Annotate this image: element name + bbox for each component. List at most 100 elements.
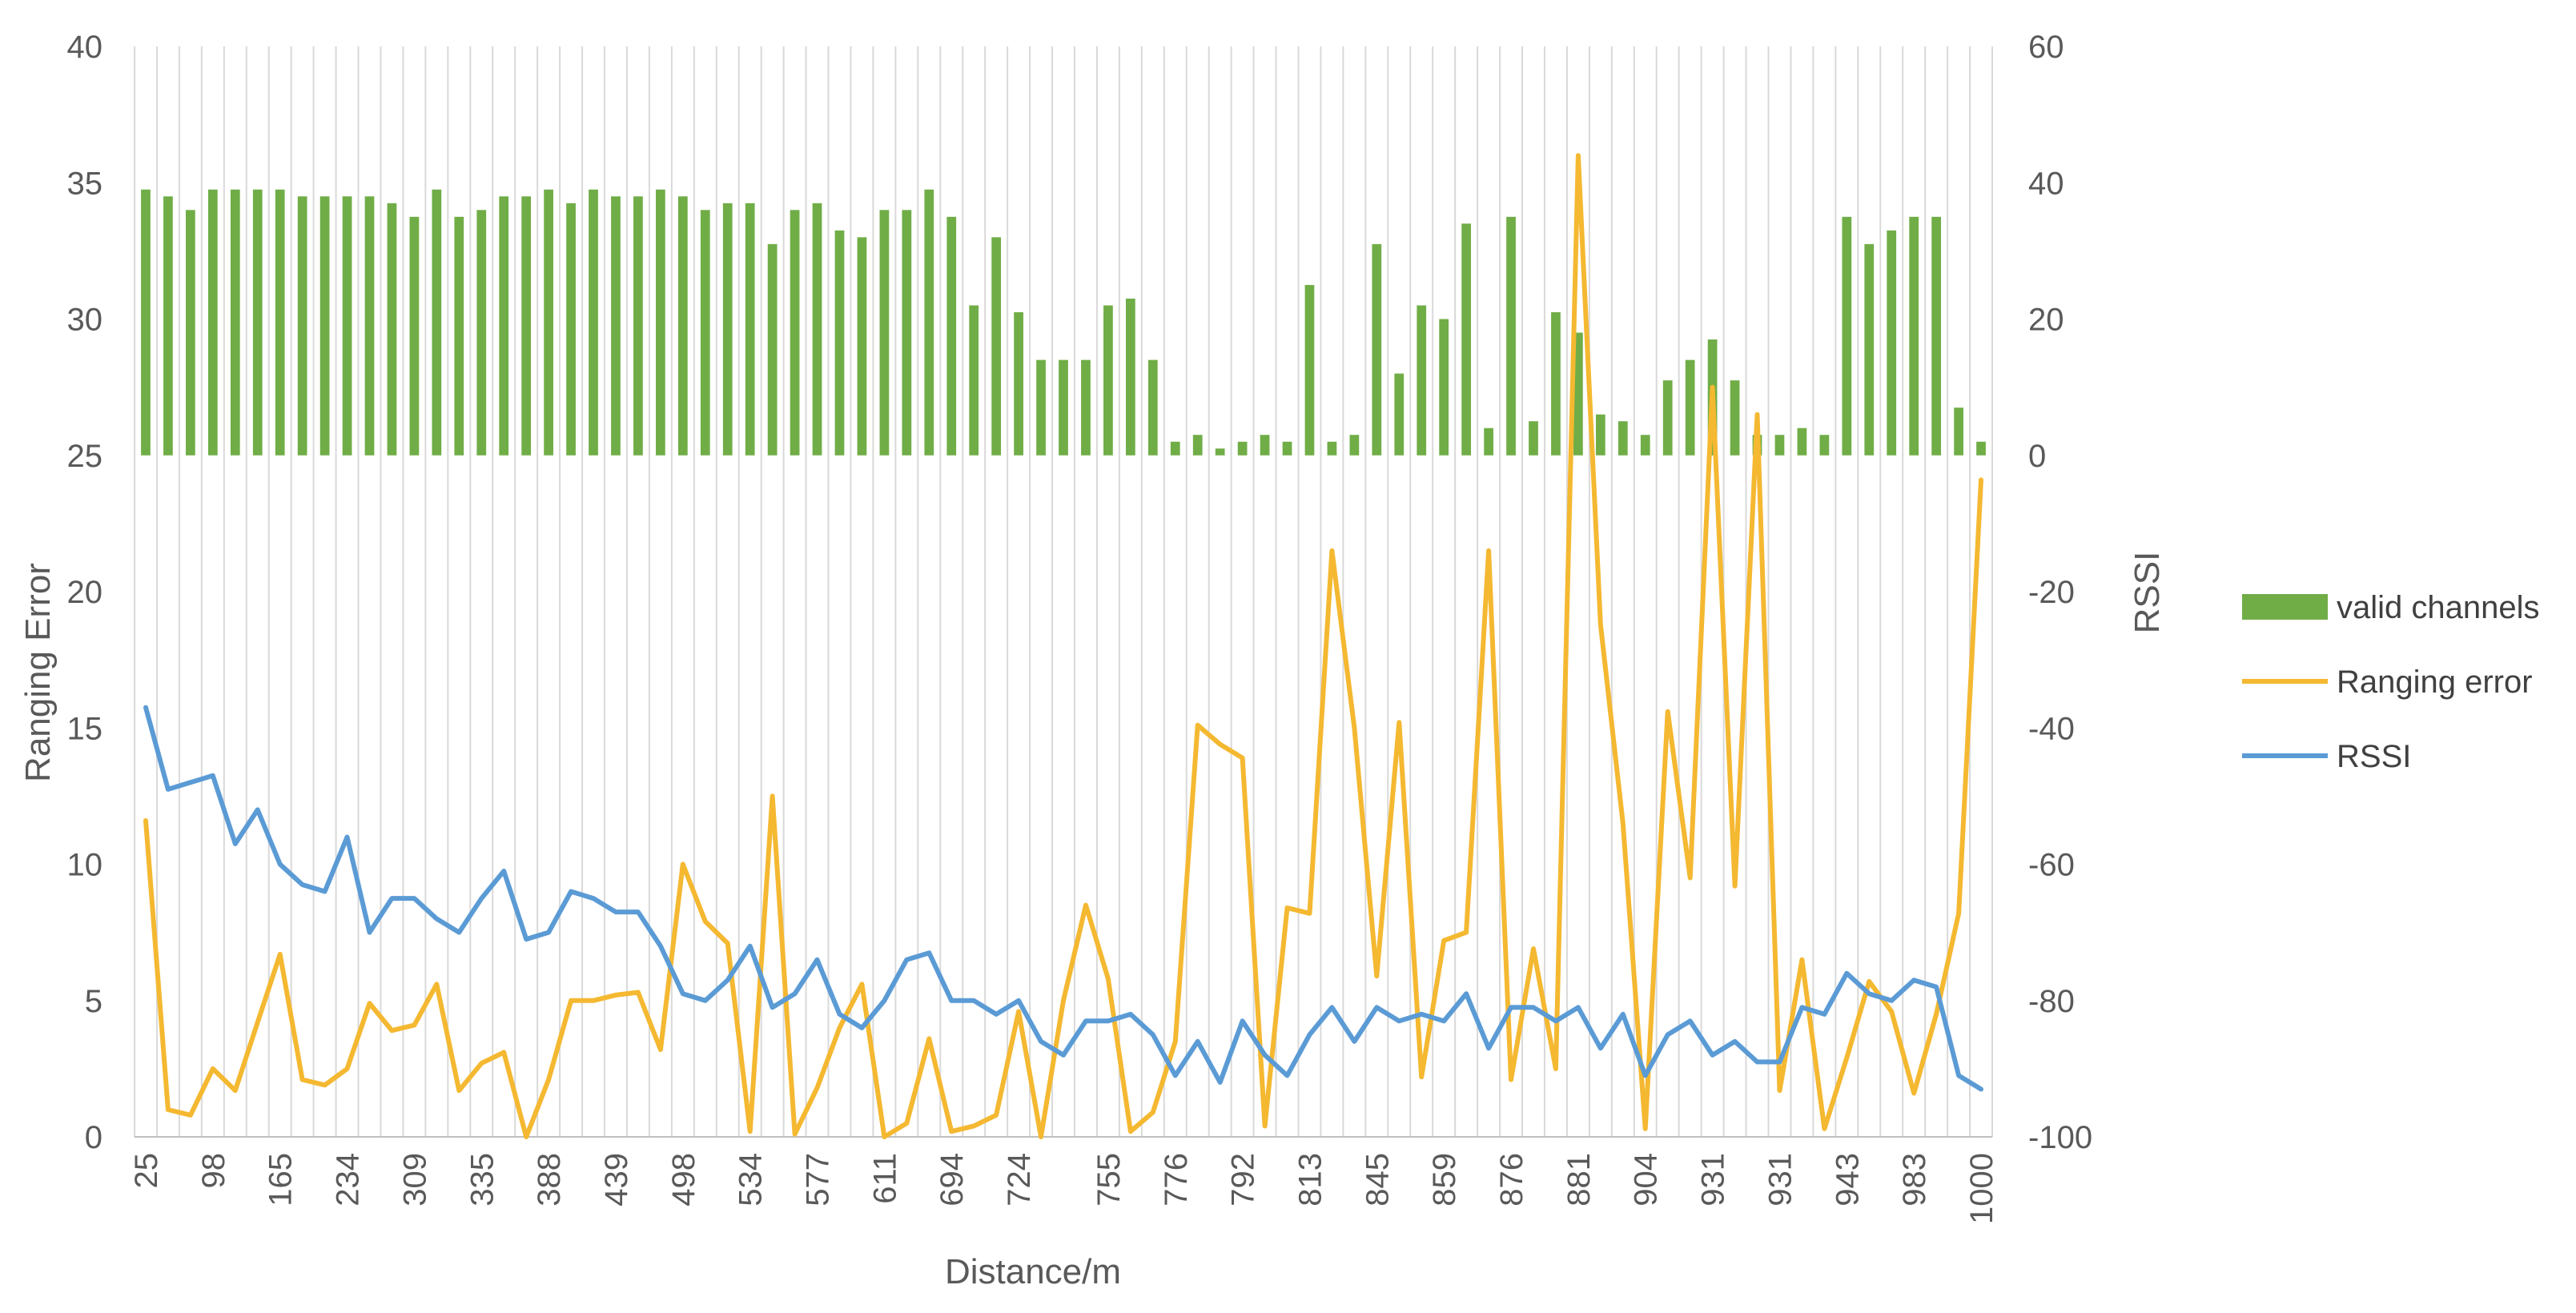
y-tick-left: 40	[67, 30, 103, 65]
bar-valid-channels	[163, 196, 173, 456]
x-axis-title: Distance/m	[945, 1252, 1121, 1291]
line-rssi	[143, 705, 1983, 1092]
x-tick-label: 931	[1762, 1153, 1798, 1207]
x-tick-label: 439	[599, 1153, 634, 1207]
bar-valid-channels	[1014, 311, 1023, 456]
bar-valid-channels	[589, 189, 598, 456]
y-tick-left: 15	[67, 711, 103, 746]
bar-valid-channels	[1125, 298, 1135, 456]
bar-valid-channels	[902, 210, 912, 456]
bar-valid-channels	[1730, 380, 1740, 456]
x-tick-label: 234	[331, 1153, 366, 1207]
bar-valid-channels	[1931, 216, 1941, 456]
bar-valid-channels	[1954, 408, 1963, 456]
x-tick-label: 983	[1897, 1153, 1932, 1207]
bar-valid-channels	[812, 203, 822, 456]
x-tick-label: 931	[1696, 1153, 1731, 1207]
x-tick-label: 859	[1427, 1153, 1462, 1207]
bar-valid-channels	[1103, 305, 1113, 456]
bar-valid-channels	[924, 189, 934, 456]
x-tick-label: 534	[733, 1153, 769, 1207]
x-tick-label: 755	[1091, 1153, 1127, 1207]
bar-valid-channels	[1618, 421, 1628, 456]
x-tick-label: 388	[532, 1153, 567, 1207]
bar-valid-channels	[1551, 311, 1561, 456]
bar-valid-channels	[767, 243, 778, 456]
bar-valid-channels	[745, 203, 755, 456]
x-tick-label: 165	[263, 1153, 299, 1207]
y-tick-right: 40	[2028, 166, 2064, 201]
bar-valid-channels	[230, 189, 240, 456]
x-tick-label: 98	[196, 1153, 231, 1189]
bar-valid-channels	[611, 196, 621, 456]
bar-valid-channels	[141, 189, 151, 456]
bar-valid-channels	[387, 203, 397, 456]
bar-valid-channels	[1685, 359, 1695, 456]
bar-valid-channels	[700, 210, 710, 456]
bar-valid-channels	[1439, 319, 1449, 456]
y-tick-right: -20	[2028, 575, 2075, 610]
y-tick-right: -100	[2028, 1120, 2092, 1155]
x-tick-label: 904	[1629, 1153, 1664, 1207]
x-axis-ticks: 25 98 165 234 309 335 388 439 498 534 577 611 694 724…	[129, 1153, 1999, 1224]
x-tick-label: 876	[1494, 1153, 1529, 1207]
x-tick-label: 694	[934, 1153, 970, 1207]
bar-valid-channels	[633, 196, 643, 456]
bar-valid-channels	[252, 189, 263, 456]
y-tick-left: 35	[67, 166, 103, 201]
y-tick-left: 10	[67, 848, 103, 883]
bar-valid-channels	[1461, 223, 1472, 456]
x-tick-label: 845	[1360, 1153, 1395, 1207]
bar-valid-channels	[790, 210, 800, 456]
bar-valid-channels	[454, 216, 464, 456]
bar-valid-channels	[677, 196, 688, 456]
x-tick-label: 335	[464, 1153, 500, 1207]
bar-valid-channels	[1662, 380, 1673, 456]
y-tick-left: 20	[67, 575, 103, 610]
y-tick-left: 25	[67, 439, 103, 474]
bar-valid-channels	[1976, 441, 1986, 456]
bar-valid-channels	[834, 230, 845, 456]
y-tick-right: -40	[2028, 711, 2075, 746]
bar-valid-channels	[1170, 441, 1180, 456]
legend-label-valid-channels: valid channels	[2337, 590, 2540, 625]
bar-valid-channels	[319, 196, 330, 456]
bar-valid-channels	[1349, 435, 1360, 456]
x-tick-label: 943	[1830, 1153, 1865, 1207]
bar-valid-channels	[342, 196, 352, 456]
x-tick-label: 776	[1159, 1153, 1194, 1207]
y-tick-left: 30	[67, 303, 103, 338]
bar-valid-channels	[722, 203, 733, 456]
bar-valid-channels	[1260, 435, 1270, 456]
bar-valid-channels	[1774, 435, 1785, 456]
bar-valid-channels	[879, 210, 890, 456]
right-axis-ticks: -100 -80 -60 -40 -20 0 20 40 60	[2028, 30, 2092, 1155]
bar-valid-channels	[1640, 435, 1650, 456]
bar-valid-channels	[655, 189, 665, 456]
valid-channels-bars	[141, 189, 1986, 456]
bar-valid-channels	[969, 305, 979, 456]
legend-swatch-valid-channels	[2242, 594, 2328, 620]
bar-valid-channels	[476, 210, 487, 456]
y-tick-right: -80	[2028, 984, 2075, 1019]
y-tick-right: 60	[2028, 30, 2064, 65]
bar-valid-channels	[1304, 284, 1315, 456]
bar-valid-channels	[1059, 359, 1068, 456]
bar-valid-channels	[544, 189, 553, 456]
bar-valid-channels	[521, 196, 532, 456]
bar-valid-channels	[946, 216, 957, 456]
bar-valid-channels	[499, 196, 509, 456]
bar-valid-channels	[409, 216, 420, 456]
bar-valid-channels	[566, 203, 576, 456]
y-axis-left-title: Ranging Error	[18, 563, 58, 782]
y-axis-right-title: RSSI	[2128, 552, 2167, 634]
x-tick-label: 881	[1561, 1153, 1597, 1207]
y-tick-right: -60	[2028, 848, 2075, 883]
bar-valid-channels	[1819, 435, 1830, 456]
data-lines	[143, 153, 1983, 1139]
bar-valid-channels	[1573, 332, 1583, 456]
legend-label-ranging-error: Ranging error	[2337, 665, 2533, 700]
bar-valid-channels	[1797, 428, 1807, 456]
y-tick-left: 5	[85, 984, 102, 1019]
